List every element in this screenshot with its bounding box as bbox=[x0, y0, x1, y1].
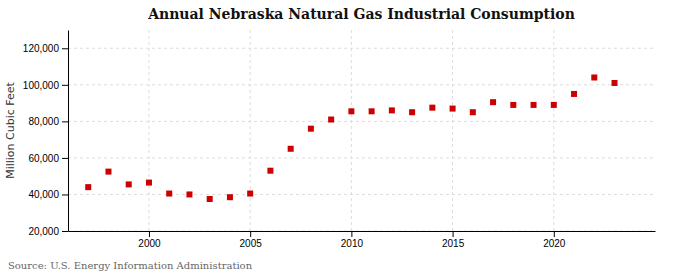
title: Annual Nebraska Natural Gas Industrial C… bbox=[147, 6, 575, 22]
point bbox=[591, 75, 597, 81]
point bbox=[267, 168, 273, 174]
point bbox=[186, 191, 192, 197]
point bbox=[166, 191, 172, 197]
point bbox=[510, 102, 516, 108]
grid bbox=[68, 30, 655, 231]
y-tick-label: 120,000 bbox=[23, 43, 60, 54]
y-tick-mark bbox=[62, 121, 68, 122]
grid-line bbox=[148, 30, 149, 231]
grid-line bbox=[68, 121, 655, 122]
point bbox=[531, 102, 537, 108]
grid-line bbox=[452, 30, 453, 231]
x-tick-label: 2020 bbox=[543, 238, 566, 249]
x-tick: 2020 bbox=[543, 231, 566, 249]
point bbox=[105, 169, 111, 175]
points bbox=[85, 75, 617, 203]
y-axis: 20,000 40,000 60,000 80,000 100,000 120,000 bbox=[23, 31, 69, 237]
y-tick-label: 60,000 bbox=[28, 153, 59, 164]
point bbox=[207, 196, 213, 202]
y-tick: 40,000 bbox=[28, 189, 68, 200]
y-tick-mark bbox=[62, 194, 68, 195]
x-tick-mark bbox=[453, 231, 454, 237]
point bbox=[288, 146, 294, 152]
x-tick: 2005 bbox=[240, 231, 263, 249]
x-tick-label: 2010 bbox=[341, 238, 364, 249]
y-tick-mark bbox=[62, 231, 68, 232]
grid-line bbox=[250, 30, 251, 231]
point bbox=[429, 105, 435, 111]
x-tick-mark bbox=[149, 231, 150, 237]
point bbox=[409, 109, 415, 115]
point bbox=[490, 99, 496, 105]
y-tick-label: 20,000 bbox=[28, 226, 59, 237]
grid-line bbox=[68, 48, 655, 49]
point bbox=[328, 117, 334, 123]
y-tick: 100,000 bbox=[23, 80, 68, 91]
x-tick-label: 2000 bbox=[138, 238, 161, 249]
chart: 2000 2005 2010 2015 2020 20,000 40,000 60,000 80… bbox=[0, 0, 675, 275]
plot: 2000 2005 2010 2015 2020 20,000 40,000 60,000 80… bbox=[23, 30, 656, 249]
y-tick-mark bbox=[62, 85, 68, 86]
x-tick-label: 2015 bbox=[442, 238, 465, 249]
y-axis-line bbox=[68, 31, 69, 232]
point bbox=[612, 80, 618, 86]
x-axis: 2000 2005 2010 2015 2020 bbox=[69, 231, 656, 249]
y-tick: 60,000 bbox=[28, 153, 68, 164]
grid-line bbox=[68, 84, 655, 85]
grid-line bbox=[351, 30, 352, 231]
x-tick: 2010 bbox=[341, 231, 364, 249]
point bbox=[247, 191, 253, 197]
y-tick-mark bbox=[62, 48, 68, 49]
y-tick-label: 100,000 bbox=[23, 80, 60, 91]
source-note: Source: U.S. Energy Information Administ… bbox=[8, 260, 253, 271]
x-tick-mark bbox=[351, 231, 352, 237]
grid-line bbox=[553, 30, 554, 231]
point bbox=[389, 107, 395, 113]
y-tick-label: 40,000 bbox=[28, 189, 59, 200]
point bbox=[348, 108, 354, 114]
point bbox=[126, 181, 132, 187]
y-tick-label: 80,000 bbox=[28, 116, 59, 127]
point bbox=[571, 91, 577, 97]
point bbox=[227, 194, 233, 200]
point bbox=[369, 108, 375, 114]
point bbox=[470, 109, 476, 115]
x-tick: 2015 bbox=[442, 231, 465, 249]
point bbox=[85, 184, 91, 190]
x-tick-label: 2005 bbox=[240, 238, 263, 249]
point bbox=[146, 180, 152, 186]
x-axis-line bbox=[69, 231, 656, 232]
grid-line bbox=[68, 194, 655, 195]
x-tick: 2000 bbox=[138, 231, 161, 249]
x-tick-mark bbox=[250, 231, 251, 237]
y-tick: 120,000 bbox=[23, 43, 68, 54]
y-tick-mark bbox=[62, 158, 68, 159]
y-tick: 80,000 bbox=[28, 116, 68, 127]
x-tick-mark bbox=[554, 231, 555, 237]
point bbox=[308, 126, 314, 132]
y-axis-title: Million Cubic Feet bbox=[4, 81, 17, 178]
grid-line bbox=[68, 231, 655, 232]
point bbox=[450, 106, 456, 112]
y-tick: 20,000 bbox=[28, 226, 68, 237]
grid-line bbox=[68, 157, 655, 158]
point bbox=[551, 102, 557, 108]
